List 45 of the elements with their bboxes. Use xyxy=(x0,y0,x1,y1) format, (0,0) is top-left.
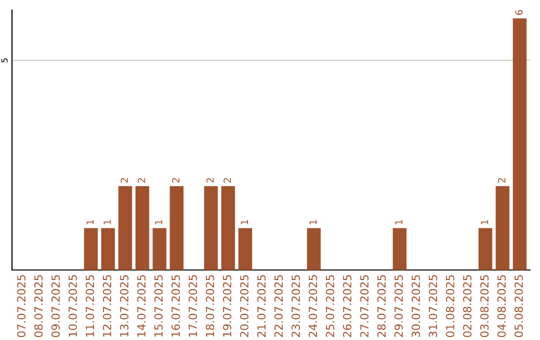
x-tick-label: 27.07.2025 xyxy=(360,275,369,337)
x-tick-label: 11.07.2025 xyxy=(86,275,94,337)
x-tick-label: 31.07.2025 xyxy=(428,275,438,337)
x-tick-label: 09.07.2025 xyxy=(51,275,60,338)
x-tick-label: 04.08.2025 xyxy=(497,275,506,338)
data-label: 2 xyxy=(172,178,180,183)
x-tick-label: 30.07.2025 xyxy=(412,275,420,337)
data-label: 1 xyxy=(240,220,248,224)
data-label: 2 xyxy=(206,178,214,183)
x-tick-label: 14.07.2025 xyxy=(137,275,146,337)
data-label: 2 xyxy=(224,178,231,183)
data-label: 1 xyxy=(155,220,162,224)
x-tick-label: 10.07.2025 xyxy=(68,275,77,337)
x-tick-label: 16.07.2025 xyxy=(171,275,180,337)
data-label: 1 xyxy=(481,220,488,224)
x-tick-label: 05.08.2025 xyxy=(514,275,523,338)
x-tick-label: 22.07.2025 xyxy=(274,275,283,337)
data-label: 2 xyxy=(120,178,128,183)
data-label: 1 xyxy=(309,220,317,224)
x-tick-label: 26.07.2025 xyxy=(343,275,352,337)
y-tick-label: 5 xyxy=(1,58,8,62)
x-tick-label: 18.07.2025 xyxy=(206,275,214,337)
x-tick-label: 23.07.2025 xyxy=(292,275,300,337)
data-label: 1 xyxy=(104,220,111,224)
x-tick-label: 21.07.2025 xyxy=(257,275,266,337)
x-tick-label: 12.07.2025 xyxy=(102,275,112,337)
x-tick-label: 01.08.2025 xyxy=(446,275,454,338)
data-label: 1 xyxy=(395,220,402,224)
x-tick-label: 17.07.2025 xyxy=(188,275,198,337)
x-tick-label: 07.07.2025 xyxy=(17,275,26,338)
x-tick-label: 24.07.2025 xyxy=(308,275,318,337)
x-tick-label: 08.07.2025 xyxy=(34,275,43,338)
x-tick-label: 15.07.2025 xyxy=(154,275,163,337)
x-tick-label: 20.07.2025 xyxy=(240,275,248,337)
data-label: 2 xyxy=(498,178,506,183)
data-label: 1 xyxy=(86,220,94,224)
x-tick-label: 13.07.2025 xyxy=(120,275,128,337)
x-tick-label: 03.08.2025 xyxy=(480,275,489,338)
data-label: 6 xyxy=(515,10,523,15)
data-label: 2 xyxy=(138,178,146,183)
x-tick-label: 28.07.2025 xyxy=(377,275,386,337)
x-tick-label: 25.07.2025 xyxy=(326,275,334,337)
x-tick-label: 29.07.2025 xyxy=(394,275,403,337)
x-tick-label: 02.08.2025 xyxy=(463,275,472,338)
x-tick-label: 19.07.2025 xyxy=(222,275,232,337)
